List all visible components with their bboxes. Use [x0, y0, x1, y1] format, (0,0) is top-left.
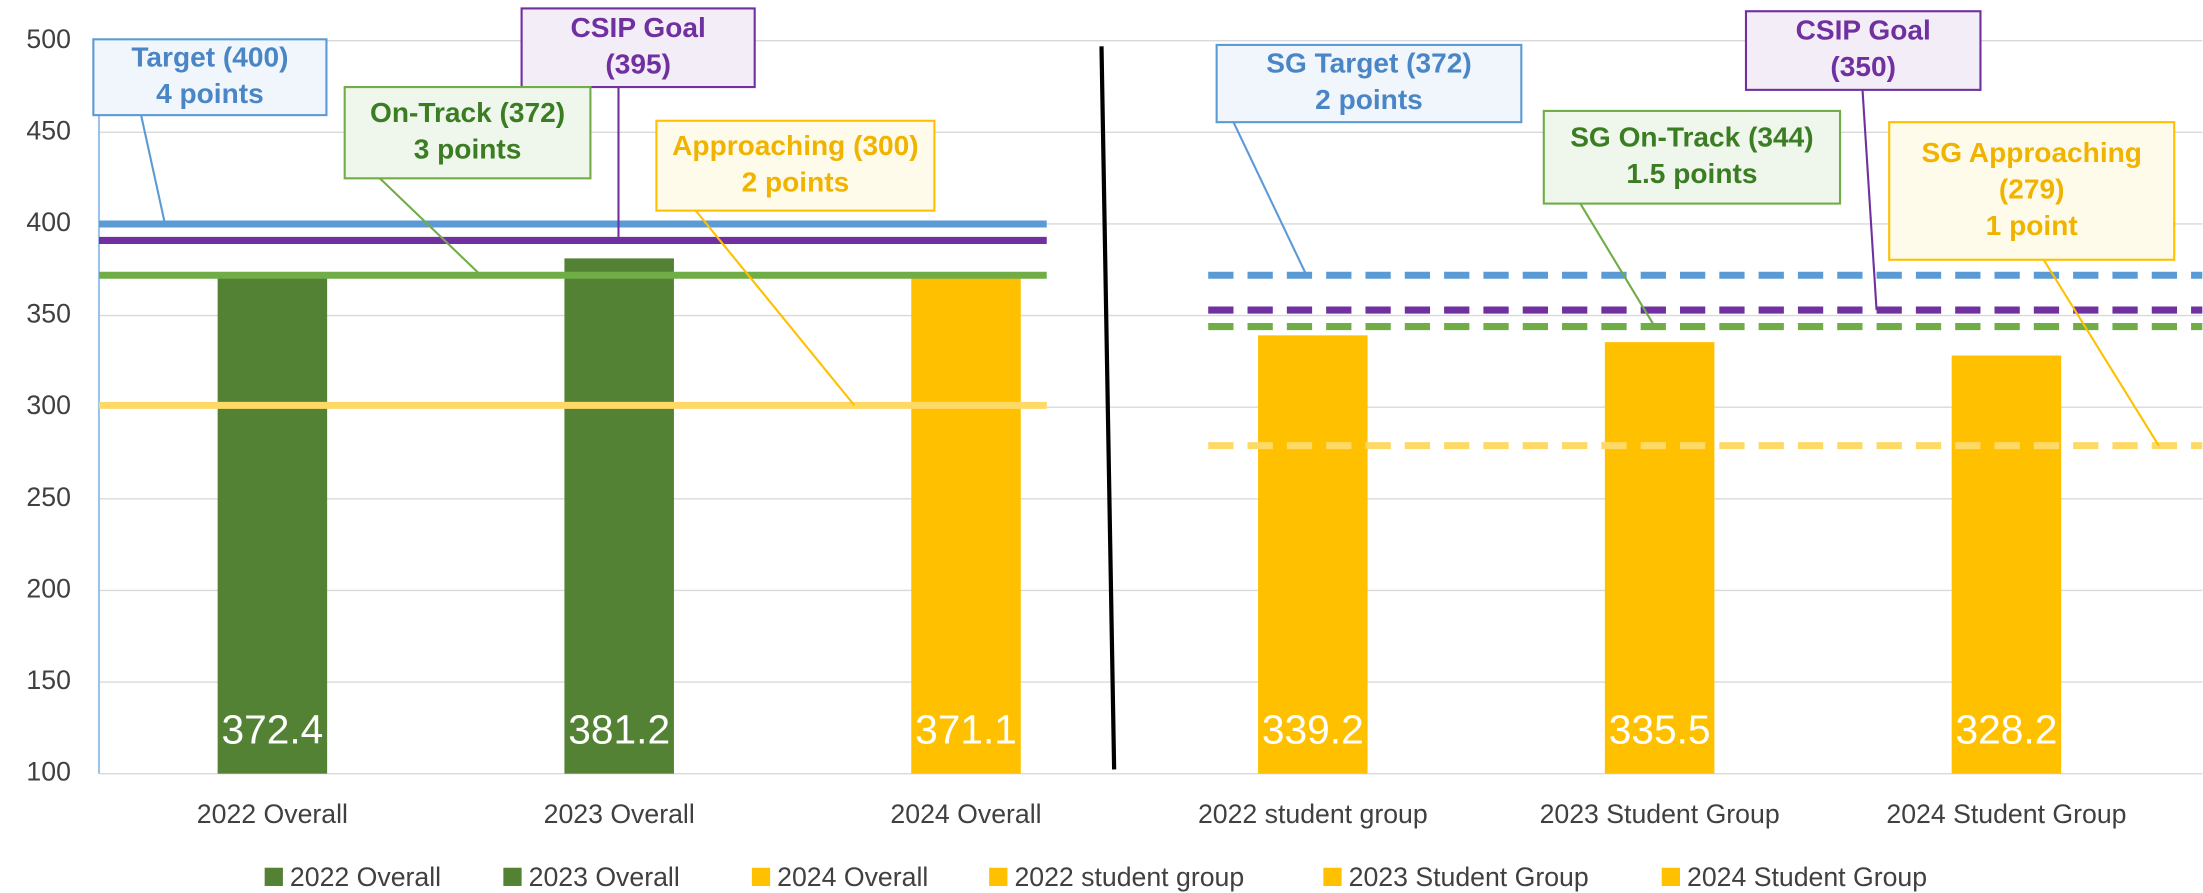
- legend-swatch: [751, 867, 771, 886]
- data-label: 339.2: [1262, 707, 1364, 753]
- bar: [564, 258, 674, 774]
- legend-swatch: [989, 867, 1008, 886]
- legend-swatch: [264, 867, 283, 886]
- bar: [911, 276, 1021, 774]
- callout-text: CSIP Goal: [571, 12, 706, 43]
- legend-label: 2022 Overall: [290, 862, 441, 892]
- callout-text: 4 points: [156, 78, 264, 109]
- divider: [1099, 46, 1117, 770]
- legend-swatch: [503, 867, 522, 886]
- x-tick-label: 2022 Overall: [197, 799, 348, 829]
- x-tick-label: 2024 Student Group: [1886, 799, 2126, 829]
- y-tick-label: 500: [26, 24, 70, 54]
- legend-swatch: [1323, 867, 1342, 886]
- callout-text: 1.5 points: [1626, 158, 1757, 189]
- legend-label: 2023 Student Group: [1349, 862, 1589, 892]
- callout-leader: [140, 114, 167, 225]
- legend-label: 2024 Overall: [777, 862, 928, 892]
- callout-text: 2 points: [742, 166, 850, 197]
- callout-text: 2 points: [1315, 84, 1423, 115]
- data-label: 335.5: [1609, 707, 1711, 753]
- y-tick-label: 100: [26, 757, 70, 787]
- y-tick-label: 350: [26, 299, 70, 329]
- callout-box: [520, 7, 756, 89]
- callout-leader: [1232, 121, 1308, 276]
- x-tick-label: 2023 Student Group: [1540, 799, 1780, 829]
- callout-box: [655, 119, 936, 212]
- x-tick-label: 2023 Overall: [544, 799, 695, 829]
- callout-box: [343, 86, 592, 180]
- callout-text: SG On-Track (344): [1570, 121, 1813, 152]
- legend-label: 2023 Overall: [529, 862, 680, 892]
- callout-text: 1 point: [1986, 210, 2078, 241]
- bar: [217, 274, 328, 774]
- legend-label: 2022 student group: [1014, 862, 1244, 892]
- y-tick-label: 250: [26, 482, 70, 512]
- callout-text: On-Track (372): [370, 97, 565, 128]
- callout-text: Approaching (300): [672, 130, 919, 161]
- data-label: 381.2: [568, 707, 670, 753]
- callout-leader: [2042, 259, 2160, 447]
- y-tick-label: 400: [26, 207, 70, 237]
- callout-text: SG Target (372): [1266, 48, 1471, 79]
- bar: [1258, 335, 1368, 774]
- callout-text: CSIP Goal: [1796, 15, 1931, 46]
- data-label: 371.1: [915, 707, 1017, 753]
- bar: [1951, 355, 2062, 774]
- legend-label: 2024 Student Group: [1687, 862, 1927, 892]
- y-tick-label: 300: [26, 390, 70, 420]
- y-tick-label: 150: [26, 665, 70, 695]
- data-label: 328.2: [1956, 707, 2058, 753]
- y-tick-label: 200: [26, 573, 70, 603]
- data-label: 372.4: [221, 707, 323, 753]
- callout-leader: [694, 209, 856, 407]
- callout-box: [1888, 121, 2176, 261]
- callout-text: (350): [1830, 51, 1896, 82]
- callout-box: [1744, 10, 1982, 91]
- bar: [1604, 342, 1715, 774]
- callout-leader: [1579, 203, 1656, 328]
- x-tick-label: 2024 Overall: [890, 799, 1041, 829]
- callout-text: (395): [605, 48, 671, 79]
- callout-leader: [1861, 89, 1878, 311]
- callout-text: Target (400): [131, 41, 288, 72]
- legend-swatch: [1661, 867, 1680, 886]
- callout-box: [92, 38, 328, 117]
- callout-box: [1542, 109, 1842, 205]
- y-tick-label: 450: [26, 115, 70, 145]
- callout-text: SG Approaching: [1921, 137, 2141, 168]
- callout-text: (279): [1999, 173, 2065, 204]
- callout-text: 3 points: [414, 133, 522, 164]
- callout-leader: [379, 177, 482, 277]
- x-tick-label: 2022 student group: [1198, 799, 1428, 829]
- callout-box: [1215, 43, 1523, 124]
